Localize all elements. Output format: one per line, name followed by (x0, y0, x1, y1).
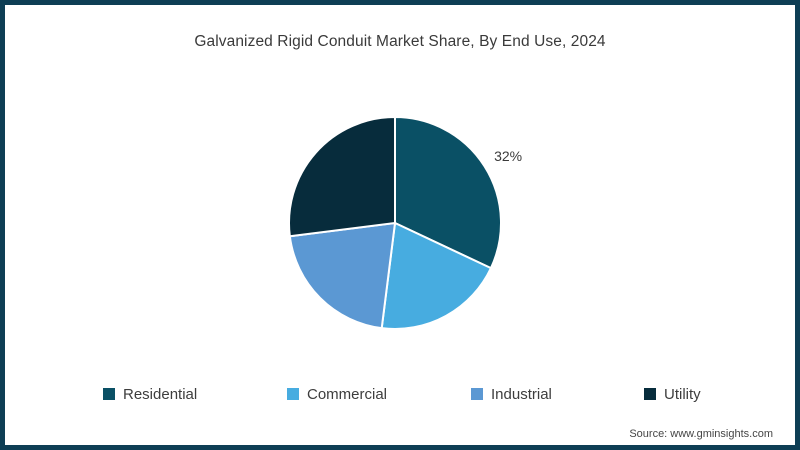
pie-slice-industrial (288, 222, 396, 330)
legend-swatch-commercial (287, 388, 299, 400)
legend-swatch-utility (644, 388, 656, 400)
pie-slice-commercial (380, 222, 492, 330)
chart-title: Galvanized Rigid Conduit Market Share, B… (194, 33, 606, 50)
pie-data-label: 32% (494, 148, 522, 164)
legend-label: Utility (664, 385, 701, 403)
legend-item-utility: Utility (644, 383, 701, 405)
legend-swatch-residential (103, 388, 115, 400)
legend-swatch-industrial (471, 388, 483, 400)
legend-item-residential: Residential (103, 383, 197, 405)
legend-label: Commercial (307, 385, 388, 403)
legend-item-industrial: Industrial (471, 383, 552, 405)
pie-slice-residential (394, 116, 502, 270)
source-text: Source: www.gminsights.com (629, 428, 773, 440)
legend-label: Residential (123, 385, 198, 403)
pie-slice-utility (288, 116, 396, 238)
legend-item-commercial: Commercial (287, 383, 387, 405)
legend: Residential Commercial Industrial Utility (5, 383, 795, 405)
pie-chart: 32% (288, 116, 522, 330)
legend-label: Industrial (491, 385, 552, 403)
